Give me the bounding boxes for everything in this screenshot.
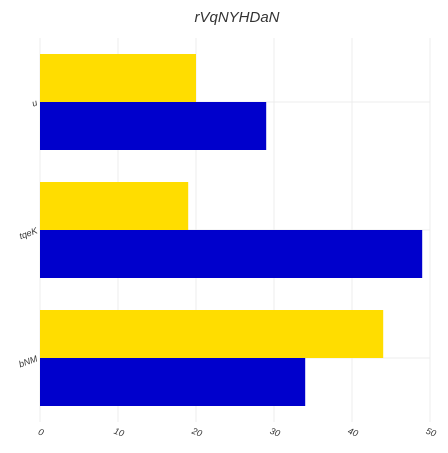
- bar: [40, 182, 189, 230]
- chart-title: rVqNYHDaN: [194, 9, 279, 26]
- tick-labels: 0 10 20 30 40 50 u tqeK bNM: [17, 97, 437, 438]
- bar: [40, 102, 267, 150]
- x-tick-label: 40: [347, 426, 360, 439]
- bar: [40, 54, 196, 102]
- bar: [40, 230, 423, 278]
- y-tick-label: tqeK: [18, 225, 40, 241]
- y-tick-label: bNM: [17, 353, 39, 369]
- x-tick-label: 0: [37, 427, 45, 438]
- x-tick-label: 50: [425, 426, 438, 439]
- bar: [40, 358, 306, 406]
- bar: [40, 310, 384, 358]
- x-tick-label: 20: [190, 425, 204, 438]
- x-tick-label: 30: [269, 426, 282, 439]
- bars: [40, 54, 423, 406]
- y-tick-label: u: [31, 97, 39, 108]
- x-tick-label: 10: [113, 426, 126, 439]
